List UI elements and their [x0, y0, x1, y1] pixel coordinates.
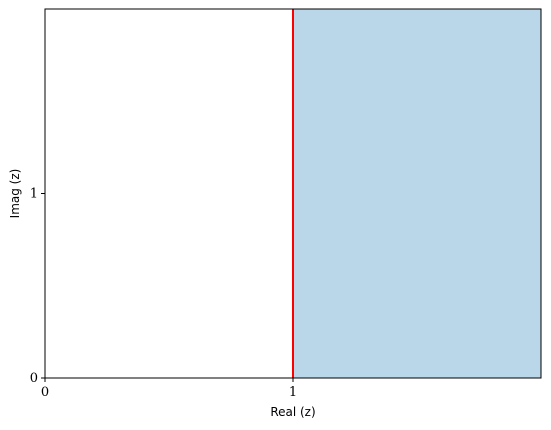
y-axis: 01: [30, 187, 45, 386]
x-axis-label: Real (z): [270, 405, 315, 419]
shaded-region: [293, 9, 541, 378]
y-tick-label: 1: [30, 187, 38, 202]
y-tick-label: 0: [30, 371, 38, 386]
y-axis-label: Imag (z): [8, 169, 22, 219]
x-tick-label: 0: [41, 385, 49, 400]
x-tick-label: 1: [289, 385, 297, 400]
